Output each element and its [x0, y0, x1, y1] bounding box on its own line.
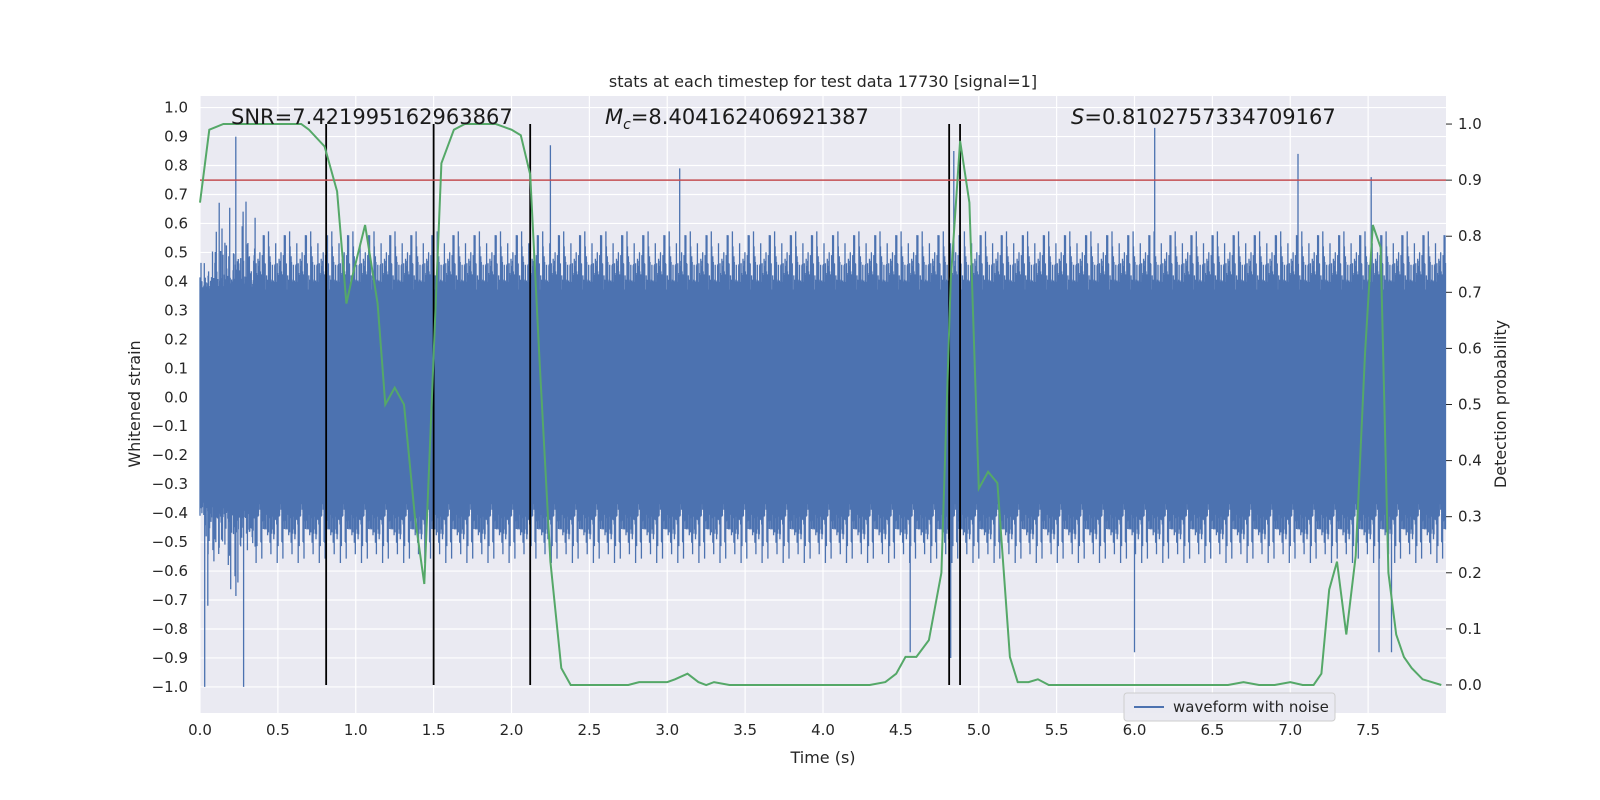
x-tick-label: 5.0 [967, 721, 991, 739]
y-left-tick-label: −0.5 [152, 533, 188, 551]
y-left-tick-label: 0.7 [164, 185, 188, 203]
y-right-tick-label: 0.8 [1458, 227, 1482, 245]
x-tick-label: 6.5 [1200, 721, 1224, 739]
legend-label: waveform with noise [1173, 698, 1329, 716]
y-left-tick-label: 0.8 [164, 157, 188, 175]
y-left-tick-label: −0.7 [152, 591, 188, 609]
y-left-tick-label: −1.0 [152, 678, 188, 696]
y-right-tick-label: 0.2 [1458, 564, 1482, 582]
detection-probability-line [199, 123, 1442, 687]
s-value: =0.8102757334709167 [1084, 105, 1335, 129]
y-left-axis-label: Whitened strain [125, 340, 144, 467]
x-tick-label: 6.0 [1123, 721, 1147, 739]
s-annotation: S=0.8102757334709167 [1071, 105, 1336, 129]
x-tick-label: 7.0 [1278, 721, 1302, 739]
x-tick-label: 0.0 [188, 721, 212, 739]
y-left-tick-label: −0.8 [152, 620, 188, 638]
y-left-tick-label: −0.3 [152, 475, 188, 493]
x-tick-label: 0.5 [266, 721, 290, 739]
y-left-tick-label: 0.2 [164, 330, 188, 348]
y-right-tick-label: 0.4 [1458, 452, 1482, 470]
x-tick-label: 1.5 [422, 721, 446, 739]
mc-subscript: c [623, 117, 631, 133]
y-left-tick-label: −0.1 [152, 417, 188, 435]
x-tick-label: 4.5 [889, 721, 913, 739]
x-tick-label: 2.5 [577, 721, 601, 739]
y-right-tick-label: 0.7 [1458, 283, 1482, 301]
mc-value: =8.404162406921387 [631, 105, 869, 129]
mc-symbol: M [605, 105, 623, 129]
y-left-tick-label: −0.2 [152, 446, 188, 464]
y-left-tick-label: 0.9 [164, 128, 188, 146]
y-left-tick-label: −0.4 [152, 504, 188, 522]
y-left-tick-label: 1.0 [164, 99, 188, 117]
x-axis-label: Time (s) [789, 748, 855, 767]
y-left-tick-label: 0.3 [164, 301, 188, 319]
chart-title: stats at each timestep for test data 177… [609, 72, 1037, 91]
chirp-mass-annotation: Mc=8.404162406921387 [605, 105, 869, 133]
x-tick-label: 5.5 [1045, 721, 1069, 739]
y-left-tick-label: 0.5 [164, 243, 188, 261]
y-left-tick-label: 0.6 [164, 214, 188, 232]
y-right-tick-label: 0.0 [1458, 676, 1482, 694]
x-tick-label: 3.0 [655, 721, 679, 739]
y-left-tick-label: −0.6 [152, 562, 188, 580]
x-axis-ticks: 0.0 0.5 1.0 1.5 2.0 2.5 3.0 3.5 4.0 4.5 5.0 5.5 6.0 6… [188, 721, 1380, 739]
vertical-markers [325, 124, 961, 685]
snr-annotation: SNR=7.421995162963867 [231, 105, 513, 129]
y-right-tick-label: 0.6 [1458, 339, 1482, 357]
x-tick-label: 3.5 [733, 721, 757, 739]
x-tick-label: 2.0 [500, 721, 524, 739]
y-right-axis-label: Detection probability [1491, 320, 1510, 488]
y-left-tick-label: 0.1 [164, 359, 188, 377]
y-left-tick-label: −0.9 [152, 649, 188, 667]
y-right-tick-label: 0.9 [1458, 171, 1482, 189]
legend: waveform with noise [1123, 692, 1336, 722]
y-right-tick-label: 0.3 [1458, 508, 1482, 526]
y-right-tick-label: 0.5 [1458, 396, 1482, 414]
x-tick-label: 7.5 [1356, 721, 1380, 739]
x-tick-label: 1.0 [344, 721, 368, 739]
x-tick-label: 4.0 [811, 721, 835, 739]
waveform-series [199, 127, 1447, 687]
y-left-tick-label: 0.0 [164, 388, 188, 406]
y-right-tick-label: 1.0 [1458, 115, 1482, 133]
waveform-line [199, 127, 1447, 687]
y-left-tick-label: 0.4 [164, 272, 188, 290]
s-symbol: S [1071, 105, 1084, 129]
y-right-axis-ticks: 1.0 0.9 0.8 0.7 0.6 0.5 0.4 0.3 0.2 0.1 0.0 [1446, 115, 1482, 694]
y-left-axis-ticks: 1.0 0.9 0.8 0.7 0.6 0.5 0.4 0.3 0.2 0.1 0.0 −0.1 −0.… [152, 99, 188, 696]
y-right-tick-label: 0.1 [1458, 620, 1482, 638]
legend-box [1123, 692, 1336, 722]
